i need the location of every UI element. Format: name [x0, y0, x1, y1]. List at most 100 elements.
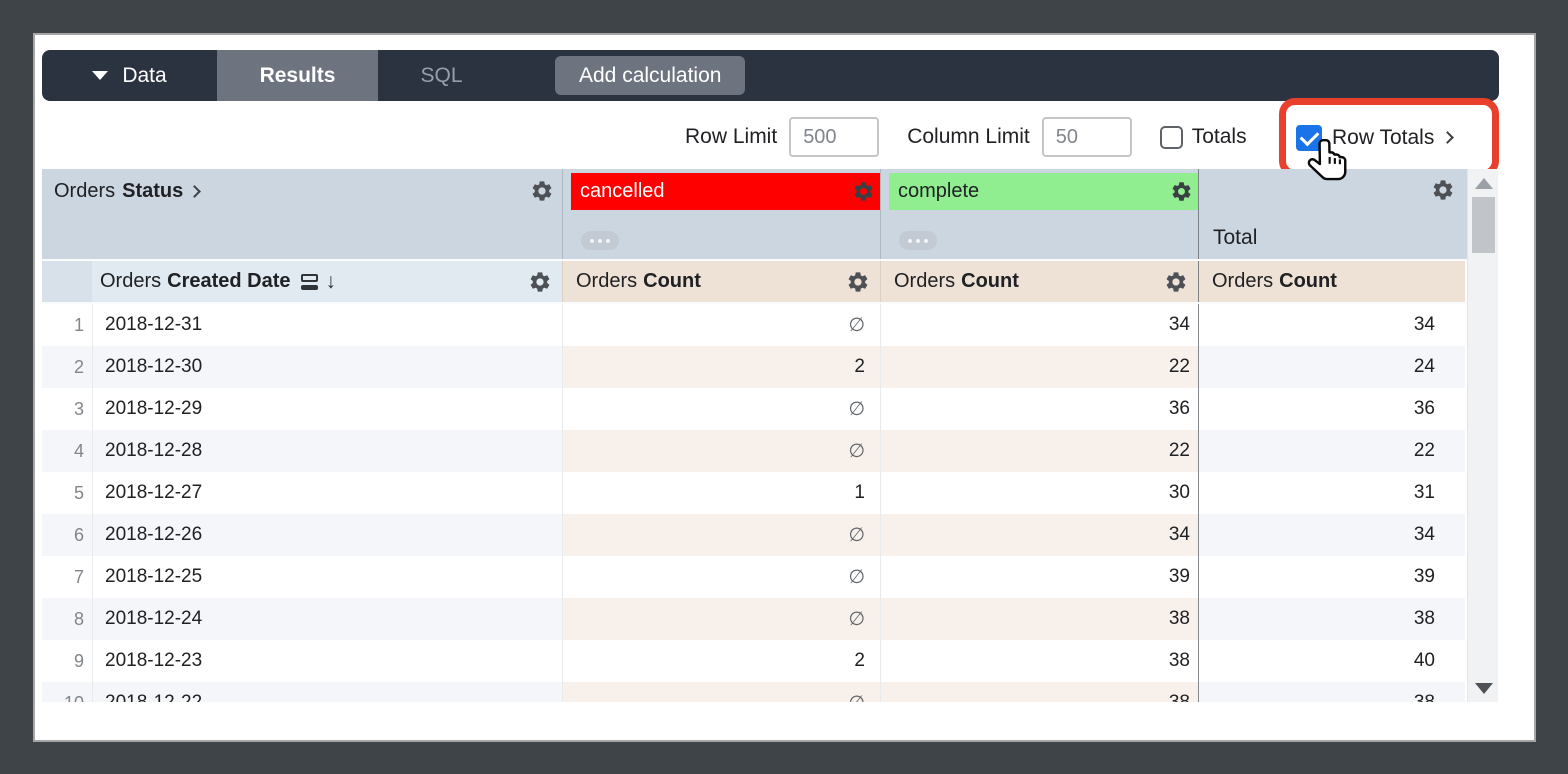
pivot-value-complete[interactable]: complete — [889, 173, 1198, 210]
cancelled-count-cell[interactable]: ∅ — [562, 430, 880, 472]
row-number: 5 — [73, 482, 84, 503]
pivot-value-complete-label: complete — [898, 180, 980, 202]
complete-count-cell[interactable]: 34 — [880, 304, 1198, 346]
complete-count-cell[interactable]: 34 — [880, 514, 1198, 556]
pivot-expand-chevron-icon[interactable] — [188, 185, 202, 198]
column-limit-label: Column Limit — [907, 125, 1030, 148]
table-row: 1 2018-12-31 ∅ 34 34 — [42, 304, 1467, 346]
date-cell[interactable]: 2018-12-23 — [92, 640, 562, 682]
date-cell[interactable]: 2018-12-30 — [92, 346, 562, 388]
row-number: 10 — [42, 682, 92, 702]
table-row: 4 2018-12-28 ∅ 22 22 — [42, 430, 1467, 472]
row-total-header: Total — [1198, 169, 1465, 259]
gear-icon[interactable] — [1431, 178, 1455, 202]
row-limit-label: Row Limit — [685, 125, 778, 148]
total-count-cell[interactable]: 40 — [1198, 640, 1465, 682]
column-limit-input[interactable] — [1041, 117, 1132, 157]
complete-count-cell[interactable]: 38 — [880, 682, 1198, 702]
gear-icon[interactable] — [1164, 270, 1198, 294]
total-count-cell[interactable]: 31 — [1198, 472, 1465, 514]
complete-count-cell[interactable]: 39 — [880, 556, 1198, 598]
measure-header-total[interactable]: Orders Count — [1198, 261, 1465, 302]
dimension-header[interactable]: Orders Created Date ↓ — [92, 261, 562, 302]
date-cell[interactable]: 2018-12-25 — [92, 556, 562, 598]
total-count-cell[interactable]: 36 — [1198, 388, 1465, 430]
vertical-scrollbar[interactable] — [1467, 169, 1498, 702]
date-cell[interactable]: 2018-12-31 — [92, 304, 562, 346]
ellipsis-menu-icon[interactable] — [899, 231, 937, 250]
tab-data-label: Data — [122, 63, 167, 87]
scrollbar-thumb[interactable] — [1472, 197, 1495, 253]
total-count-cell[interactable]: 38 — [1198, 682, 1465, 702]
cancelled-count-cell[interactable]: ∅ — [562, 304, 880, 346]
date-cell[interactable]: 2018-12-28 — [92, 430, 562, 472]
cancelled-count-cell[interactable]: ∅ — [562, 682, 880, 702]
pivot-value-cancelled[interactable]: cancelled — [571, 173, 880, 210]
row-number: 1 — [73, 314, 84, 335]
gear-icon[interactable] — [528, 270, 562, 294]
pivot-value-cancelled-header: cancelled — [562, 169, 880, 259]
row-limit-input[interactable] — [789, 117, 880, 157]
limit-controls: Row Limit Column Limit Totals — [685, 117, 1247, 157]
gear-icon[interactable] — [846, 270, 880, 294]
table-row: 7 2018-12-25 ∅ 39 39 — [42, 556, 1467, 598]
total-count-cell[interactable]: 24 — [1198, 346, 1465, 388]
row-number: 9 — [73, 650, 84, 671]
total-count-cell[interactable]: 34 — [1198, 304, 1465, 346]
scroll-down-icon[interactable] — [1475, 683, 1493, 694]
add-calculation-button[interactable]: Add calculation — [555, 56, 746, 95]
dimension-prefix: Orders — [100, 270, 162, 292]
pivot-field-label: Orders Status — [54, 177, 202, 203]
date-cell[interactable]: 2018-12-26 — [92, 514, 562, 556]
gear-icon[interactable] — [1170, 180, 1193, 203]
measure-prefix: Orders — [894, 270, 956, 292]
tab-results[interactable]: Results — [217, 50, 378, 101]
complete-count-cell[interactable]: 36 — [880, 388, 1198, 430]
row-number: 3 — [73, 398, 84, 419]
row-number: 2 — [42, 346, 92, 388]
cancelled-count-cell[interactable]: 2 — [562, 346, 880, 388]
complete-count-cell[interactable]: 30 — [880, 472, 1198, 514]
complete-count-cell[interactable]: 38 — [880, 640, 1198, 682]
sort-descending-icon[interactable]: ↓ — [325, 269, 337, 293]
measure-header-complete[interactable]: Orders Count — [880, 261, 1198, 302]
date-cell[interactable]: 2018-12-24 — [92, 598, 562, 640]
cancelled-count-cell[interactable]: ∅ — [562, 556, 880, 598]
cancelled-count-cell[interactable]: 2 — [562, 640, 880, 682]
ellipsis-menu-icon[interactable] — [581, 231, 619, 250]
table-row: 3 2018-12-29 ∅ 36 36 — [42, 388, 1467, 430]
scroll-up-icon[interactable] — [1475, 178, 1493, 189]
row-number: 4 — [42, 430, 92, 472]
gear-icon[interactable] — [852, 180, 875, 203]
cancelled-count-cell[interactable]: ∅ — [562, 598, 880, 640]
row-totals-checkbox[interactable] — [1296, 124, 1322, 151]
tab-sql-label: SQL — [420, 63, 463, 87]
complete-count-cell[interactable]: 38 — [880, 598, 1198, 640]
totals-checkbox[interactable] — [1159, 125, 1183, 149]
row-number: 7 — [73, 566, 84, 587]
measure-prefix: Orders — [1212, 270, 1274, 292]
complete-count-cell[interactable]: 22 — [880, 430, 1198, 472]
totals-label: Totals — [1191, 125, 1247, 148]
total-count-cell[interactable]: 38 — [1198, 598, 1465, 640]
cancelled-count-cell[interactable]: 1 — [562, 472, 880, 514]
gear-icon[interactable] — [530, 179, 554, 203]
measure-header-cancelled[interactable]: Orders Count — [562, 261, 880, 302]
pivot-field-header[interactable]: Orders Status — [42, 169, 562, 259]
row-totals-chevron-icon[interactable] — [1441, 131, 1455, 144]
measure-name: Count — [961, 270, 1019, 292]
date-cell[interactable]: 2018-12-29 — [92, 388, 562, 430]
tab-results-label: Results — [259, 63, 336, 87]
tab-sql[interactable]: SQL — [378, 50, 505, 101]
tab-data[interactable]: Data — [42, 50, 217, 101]
total-count-cell[interactable]: 39 — [1198, 556, 1465, 598]
total-count-cell[interactable]: 34 — [1198, 514, 1465, 556]
total-count-cell[interactable]: 22 — [1198, 430, 1465, 472]
explorer-panel: Data Results SQL Add calculation Row Lim… — [33, 33, 1536, 742]
date-cell[interactable]: 2018-12-27 — [92, 472, 562, 514]
complete-count-cell[interactable]: 22 — [880, 346, 1198, 388]
cancelled-count-cell[interactable]: ∅ — [562, 388, 880, 430]
cancelled-count-cell[interactable]: ∅ — [562, 514, 880, 556]
date-cell[interactable]: 2018-12-22 — [92, 682, 562, 702]
table-row: 6 2018-12-26 ∅ 34 34 — [42, 514, 1467, 556]
